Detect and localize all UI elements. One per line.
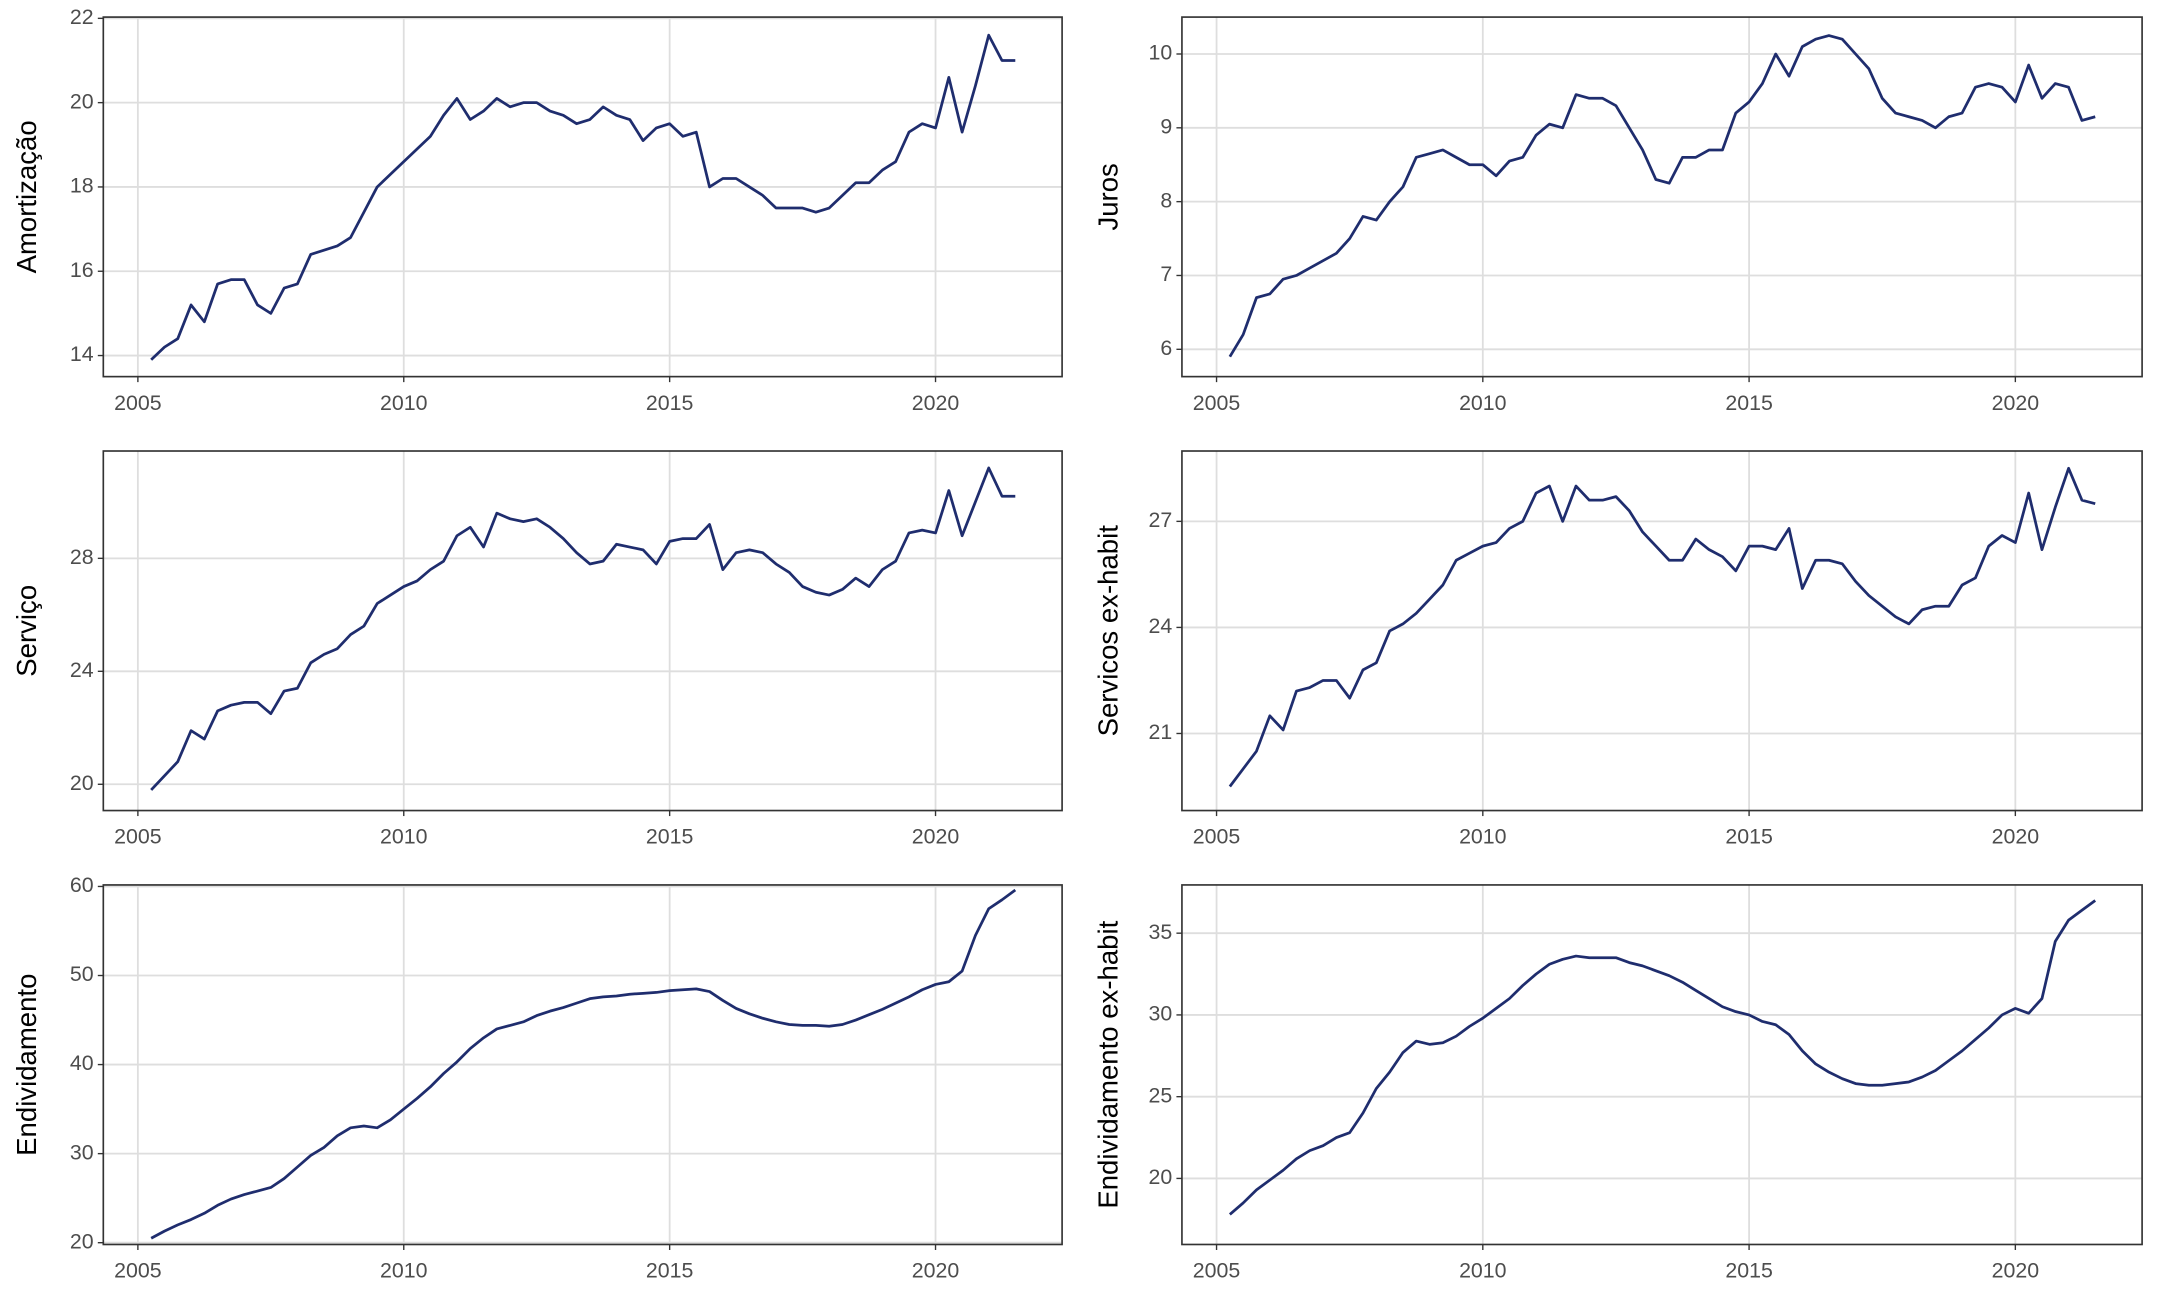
y-tick-label: 24 — [70, 658, 94, 682]
data-line — [1228, 34, 2096, 358]
y-tick-label: 27 — [1149, 508, 1173, 532]
y-tick-label: 22 — [70, 5, 94, 29]
x-tick-label: 2015 — [1725, 1259, 1772, 1283]
y-tick-label: 7 — [1160, 262, 1172, 286]
y-axis-label: Juros — [1093, 163, 1124, 230]
x-tick-label: 2010 — [380, 391, 428, 415]
x-tick-label: 2010 — [1459, 1259, 1507, 1283]
x-tick-label: 2005 — [114, 391, 161, 415]
y-tick-label: 18 — [70, 174, 94, 198]
panel-border — [102, 450, 1063, 812]
y-tick-label: 16 — [70, 258, 94, 282]
x-tick-label: 2005 — [1193, 391, 1240, 415]
y-tick-label: 9 — [1160, 114, 1172, 138]
x-tick-label: 2010 — [380, 825, 428, 849]
y-axis-label: Endividamento ex-habit — [1093, 920, 1124, 1208]
panel-background — [103, 451, 1063, 811]
y-tick-label: 21 — [1149, 720, 1173, 744]
x-tick-label: 2010 — [1459, 825, 1507, 849]
panel-border — [1181, 450, 2143, 812]
x-tick-label: 2005 — [1193, 825, 1240, 849]
y-tick-label: 25 — [1149, 1083, 1173, 1107]
data-line — [1228, 466, 2096, 788]
panel-border — [102, 16, 1063, 378]
panel-border — [1181, 16, 2143, 378]
panel-border — [102, 884, 1063, 1246]
y-tick-label: 30 — [70, 1140, 94, 1164]
x-tick-label: 2015 — [1725, 825, 1772, 849]
x-tick-label: 2020 — [1992, 825, 2040, 849]
y-tick-label: 8 — [1160, 188, 1172, 212]
x-tick-label: 2005 — [114, 1259, 161, 1283]
y-tick-label: 10 — [1149, 41, 1173, 65]
x-tick-label: 2020 — [1992, 391, 2040, 415]
x-tick-label: 2015 — [646, 391, 693, 415]
y-tick-label: 30 — [1149, 1002, 1173, 1026]
x-tick-label: 2010 — [380, 1259, 428, 1283]
y-axis-label: Serviço — [11, 585, 42, 677]
y-axis-label: Amortização — [11, 120, 42, 273]
x-tick-label: 2005 — [114, 825, 161, 849]
x-tick-label: 2015 — [646, 1259, 693, 1283]
x-tick-label: 2020 — [912, 391, 960, 415]
x-tick-label: 2020 — [912, 825, 960, 849]
x-tick-label: 2020 — [1992, 1259, 2040, 1283]
y-axis-label: Endividamento — [11, 974, 42, 1156]
panel-background — [1181, 17, 2143, 377]
panel-background — [1181, 884, 2143, 1245]
y-tick-label: 20 — [70, 771, 94, 795]
y-tick-label: 14 — [70, 342, 94, 366]
x-tick-label: 2020 — [912, 1259, 960, 1283]
y-tick-label: 35 — [1149, 920, 1173, 944]
x-tick-label: 2005 — [1193, 1259, 1240, 1283]
y-tick-label: 20 — [70, 89, 94, 113]
panel-background — [103, 17, 1063, 377]
data-line — [150, 466, 1016, 791]
y-tick-label: 50 — [70, 962, 94, 986]
y-axis-label: Servicos ex-habit — [1093, 525, 1124, 737]
y-tick-label: 6 — [1160, 336, 1172, 360]
x-tick-label: 2015 — [646, 825, 693, 849]
data-line — [1228, 899, 2097, 1216]
x-tick-label: 2015 — [1725, 391, 1772, 415]
y-tick-label: 20 — [1149, 1165, 1173, 1189]
y-tick-label: 60 — [70, 873, 94, 897]
y-tick-label: 40 — [70, 1051, 94, 1075]
data-line — [150, 33, 1016, 361]
y-tick-label: 28 — [70, 545, 94, 569]
panel-background — [1181, 451, 2143, 811]
x-tick-label: 2010 — [1459, 391, 1507, 415]
panel-border — [1181, 884, 2143, 1246]
y-tick-label: 20 — [70, 1229, 94, 1253]
y-tick-label: 24 — [1149, 614, 1173, 638]
data-line — [150, 888, 1017, 1240]
